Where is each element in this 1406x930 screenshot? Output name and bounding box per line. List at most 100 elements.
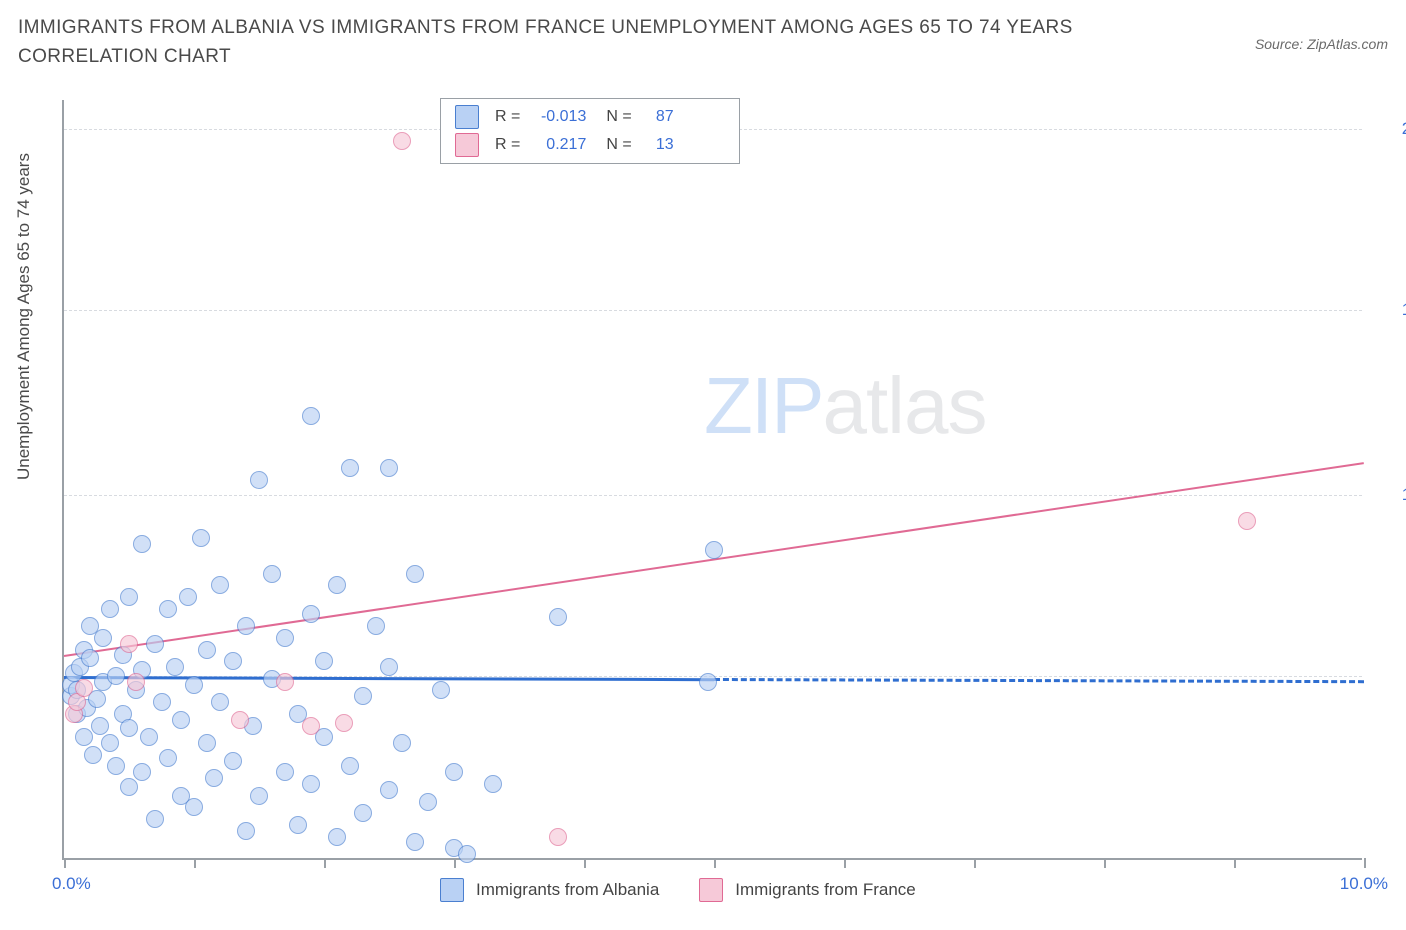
data-point — [341, 757, 359, 775]
x-tick — [1104, 858, 1106, 868]
watermark: ZIPatlas — [704, 360, 986, 452]
legend-label: Immigrants from France — [735, 880, 915, 900]
data-point — [127, 673, 145, 691]
data-point — [146, 810, 164, 828]
data-point — [263, 565, 281, 583]
data-point — [94, 629, 112, 647]
data-point — [705, 541, 723, 559]
legend-item: Immigrants from France — [699, 878, 915, 902]
data-point — [1238, 512, 1256, 530]
data-point — [159, 600, 177, 618]
y-axis-title: Unemployment Among Ages 65 to 74 years — [14, 153, 34, 480]
correlation-table: R =-0.013N =87R =0.217N =13 — [449, 103, 680, 159]
data-point — [107, 757, 125, 775]
legend-r-label: R = — [489, 103, 526, 131]
data-point — [211, 576, 229, 594]
data-point — [120, 719, 138, 737]
x-tick — [974, 858, 976, 868]
x-tick — [1234, 858, 1236, 868]
data-point — [211, 693, 229, 711]
legend-swatch — [449, 131, 489, 159]
data-point — [302, 775, 320, 793]
data-point — [699, 673, 717, 691]
y-tick-label: 25.0% — [1370, 119, 1406, 139]
data-point — [367, 617, 385, 635]
data-point — [549, 828, 567, 846]
data-point — [276, 673, 294, 691]
x-tick — [584, 858, 586, 868]
legend-r-label: R = — [489, 131, 526, 159]
data-point — [315, 652, 333, 670]
data-point — [179, 588, 197, 606]
legend-r-value: -0.013 — [526, 103, 592, 131]
data-point — [224, 752, 242, 770]
gridline — [64, 310, 1362, 311]
x-tick — [714, 858, 716, 868]
data-point — [75, 728, 93, 746]
gridline — [64, 495, 1362, 496]
data-point — [120, 588, 138, 606]
y-tick-label: 12.5% — [1370, 485, 1406, 505]
data-point — [107, 667, 125, 685]
legend-swatch — [440, 878, 464, 902]
data-point — [328, 828, 346, 846]
data-point — [393, 734, 411, 752]
data-point — [354, 804, 372, 822]
data-point — [341, 459, 359, 477]
data-point — [198, 734, 216, 752]
data-point — [302, 407, 320, 425]
data-point — [484, 775, 502, 793]
series-legend: Immigrants from Albania Immigrants from F… — [440, 878, 916, 902]
data-point — [224, 652, 242, 670]
data-point — [75, 679, 93, 697]
data-point — [549, 608, 567, 626]
x-axis-max-label: 10.0% — [1340, 874, 1388, 894]
x-tick — [194, 858, 196, 868]
data-point — [133, 535, 151, 553]
x-tick — [454, 858, 456, 868]
data-point — [302, 717, 320, 735]
data-point — [231, 711, 249, 729]
data-point — [153, 693, 171, 711]
data-point — [185, 676, 203, 694]
legend-n-value: 87 — [638, 103, 680, 131]
legend-r-value: 0.217 — [526, 131, 592, 159]
data-point — [250, 471, 268, 489]
legend-label: Immigrants from Albania — [476, 880, 659, 900]
data-point — [276, 629, 294, 647]
y-tick-label: 6.3% — [1370, 666, 1406, 686]
data-point — [380, 781, 398, 799]
data-point — [84, 746, 102, 764]
data-point — [276, 763, 294, 781]
legend-n-label: N = — [592, 131, 637, 159]
data-point — [302, 605, 320, 623]
data-point — [120, 778, 138, 796]
data-point — [458, 845, 476, 863]
data-point — [328, 576, 346, 594]
legend-row: R =0.217N =13 — [449, 131, 680, 159]
source-label: Source: ZipAtlas.com — [1255, 36, 1388, 52]
data-point — [406, 833, 424, 851]
chart-title: IMMIGRANTS FROM ALBANIA VS IMMIGRANTS FR… — [18, 14, 1206, 71]
x-axis-min-label: 0.0% — [52, 874, 91, 894]
data-point — [250, 787, 268, 805]
data-point — [432, 681, 450, 699]
data-point — [166, 658, 184, 676]
trend-line — [714, 678, 1364, 683]
correlation-legend: R =-0.013N =87R =0.217N =13 — [440, 98, 740, 164]
legend-n-value: 13 — [638, 131, 680, 159]
data-point — [133, 763, 151, 781]
data-point — [146, 635, 164, 653]
data-point — [380, 658, 398, 676]
legend-swatch — [449, 103, 489, 131]
data-point — [354, 687, 372, 705]
data-point — [101, 734, 119, 752]
data-point — [91, 717, 109, 735]
trend-line — [64, 462, 1364, 657]
data-point — [419, 793, 437, 811]
data-point — [101, 600, 119, 618]
data-point — [120, 635, 138, 653]
data-point — [237, 617, 255, 635]
data-point — [205, 769, 223, 787]
data-point — [198, 641, 216, 659]
